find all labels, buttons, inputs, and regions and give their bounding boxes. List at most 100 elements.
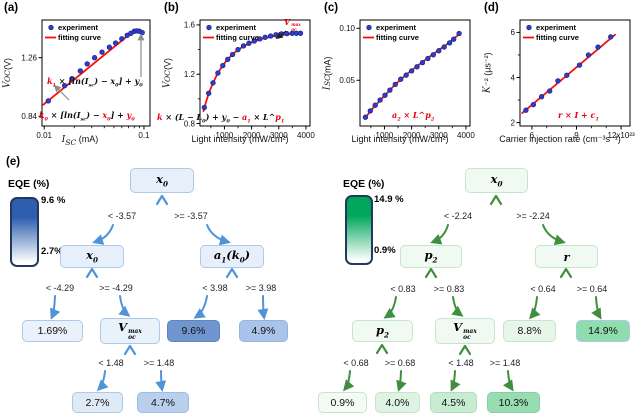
tree-node-label: 2.7% (85, 396, 110, 409)
data-point (392, 81, 398, 88)
tree-leaf: 0.9% (318, 392, 367, 413)
data-point (608, 34, 614, 40)
data-point (372, 102, 378, 108)
tree-node-label: x0 (86, 248, 98, 265)
data-point (206, 90, 212, 96)
annotation-arrow (275, 30, 287, 40)
data-point (119, 36, 125, 42)
branch-arrow (118, 295, 131, 317)
panel-d-label: (d) (484, 2, 499, 14)
data-point (441, 44, 447, 50)
tree-leaf: 4.7% (137, 392, 189, 413)
split-caret-icon (85, 267, 99, 279)
data-point (69, 75, 75, 82)
data-point (201, 104, 207, 111)
data-point (377, 97, 383, 103)
data-point (451, 36, 457, 42)
x-axis-label: Light intensity (mW/cm²) (191, 134, 289, 144)
data-point (215, 70, 221, 76)
formula-annotation: r × I + c1 (558, 110, 599, 123)
data-point (425, 55, 431, 62)
tree-node-label: 4.5% (441, 396, 466, 409)
branch-arrow (542, 224, 566, 246)
tree-node: r (535, 245, 598, 268)
plot-frame (199, 19, 311, 127)
plot-a: 0.01 0.1 0.84 1.26 experiment fitting curve (a… (0, 0, 160, 152)
y-tick-label: 4 (511, 73, 516, 82)
tree-leaf: 10.3% (487, 392, 540, 413)
data-point (99, 49, 105, 55)
plot-frame (41, 19, 151, 127)
data-point (576, 62, 583, 68)
tree-leaf: 4.5% (430, 392, 477, 413)
split-caret-icon (559, 267, 573, 279)
data-point (77, 68, 83, 74)
tree-leaf: 4.0% (375, 392, 420, 413)
x-tick-label: 3000 (430, 131, 448, 140)
split-condition-label: >= 1.48 (489, 358, 521, 368)
eqe-colorbar (10, 197, 39, 267)
branch-arrow (257, 295, 269, 320)
split-caret-icon (424, 267, 438, 279)
data-point (547, 88, 553, 94)
data-point (220, 62, 226, 69)
split-caret-icon (123, 344, 137, 356)
plot-frame (359, 19, 471, 127)
y-tick-label: 0.84 (21, 112, 37, 121)
y-tick-label: 0.05 (339, 76, 355, 85)
split-condition-label: < 3.98 (202, 283, 228, 293)
tree-leaf: 1.69% (22, 320, 83, 342)
y-tick-label: 1.6 (184, 21, 196, 30)
tree-node: p2 (352, 320, 413, 342)
data-point (235, 46, 241, 53)
tree-node-label: 9.6% (181, 325, 206, 337)
data-point (403, 72, 409, 78)
x-tick-label: 1000 (216, 131, 234, 140)
y-tick-label: 0.10 (339, 24, 355, 33)
eqe-colorbar (345, 195, 373, 265)
y-tick-label: 6 (511, 28, 516, 37)
formula-annotation: k0 × [ln(Isc) − x0] + y0 (39, 110, 135, 123)
data-point (382, 92, 388, 98)
branch-arrow (451, 296, 464, 317)
split-condition-label: >= 0.68 (384, 358, 416, 368)
tree-leaf: 14.9% (576, 320, 630, 342)
split-caret-icon (375, 343, 389, 355)
data-point (262, 34, 268, 40)
tree-node-label: 4.9% (251, 325, 276, 337)
data-point (414, 64, 420, 70)
plot-frame (519, 19, 631, 127)
legend-experiment-label: experiment (536, 23, 577, 32)
tree-node-label: a1(k0) (213, 248, 251, 265)
data-point (523, 107, 529, 113)
tree-node-label: 14.9% (588, 325, 618, 337)
eqe-min-label: 0.9% (374, 245, 396, 256)
data-point (436, 48, 442, 54)
branch-arrow (396, 370, 407, 392)
data-point (91, 55, 98, 61)
x-tick-label: 0.1 (138, 131, 150, 140)
tree-node-label: x0 (490, 172, 503, 189)
x-tick-label: 2000 (243, 131, 261, 140)
data-point (251, 38, 257, 44)
x-tick-label: 1000 (376, 131, 394, 140)
data-point (210, 80, 216, 86)
data-point (284, 30, 290, 37)
tree-leaf: 2.7% (72, 392, 123, 413)
x-tick-label: 12x10²³ (608, 131, 635, 140)
data-point (61, 82, 68, 89)
plot-b-canvas: 1000 2000 3000 4000 0.8 1.2 1.6 experimentfitti… (184, 19, 315, 140)
split-condition-label: < 1.48 (448, 358, 474, 368)
tree-node-label: 0.9% (330, 396, 355, 409)
split-condition-label: >= 1.48 (143, 358, 175, 368)
x-tick-label: 4000 (457, 131, 475, 140)
x-axis-label: Light intensity (mW/cm²) (351, 134, 449, 144)
panel-e-label: (e) (6, 156, 21, 168)
tree-node-label: 4.0% (385, 396, 410, 409)
